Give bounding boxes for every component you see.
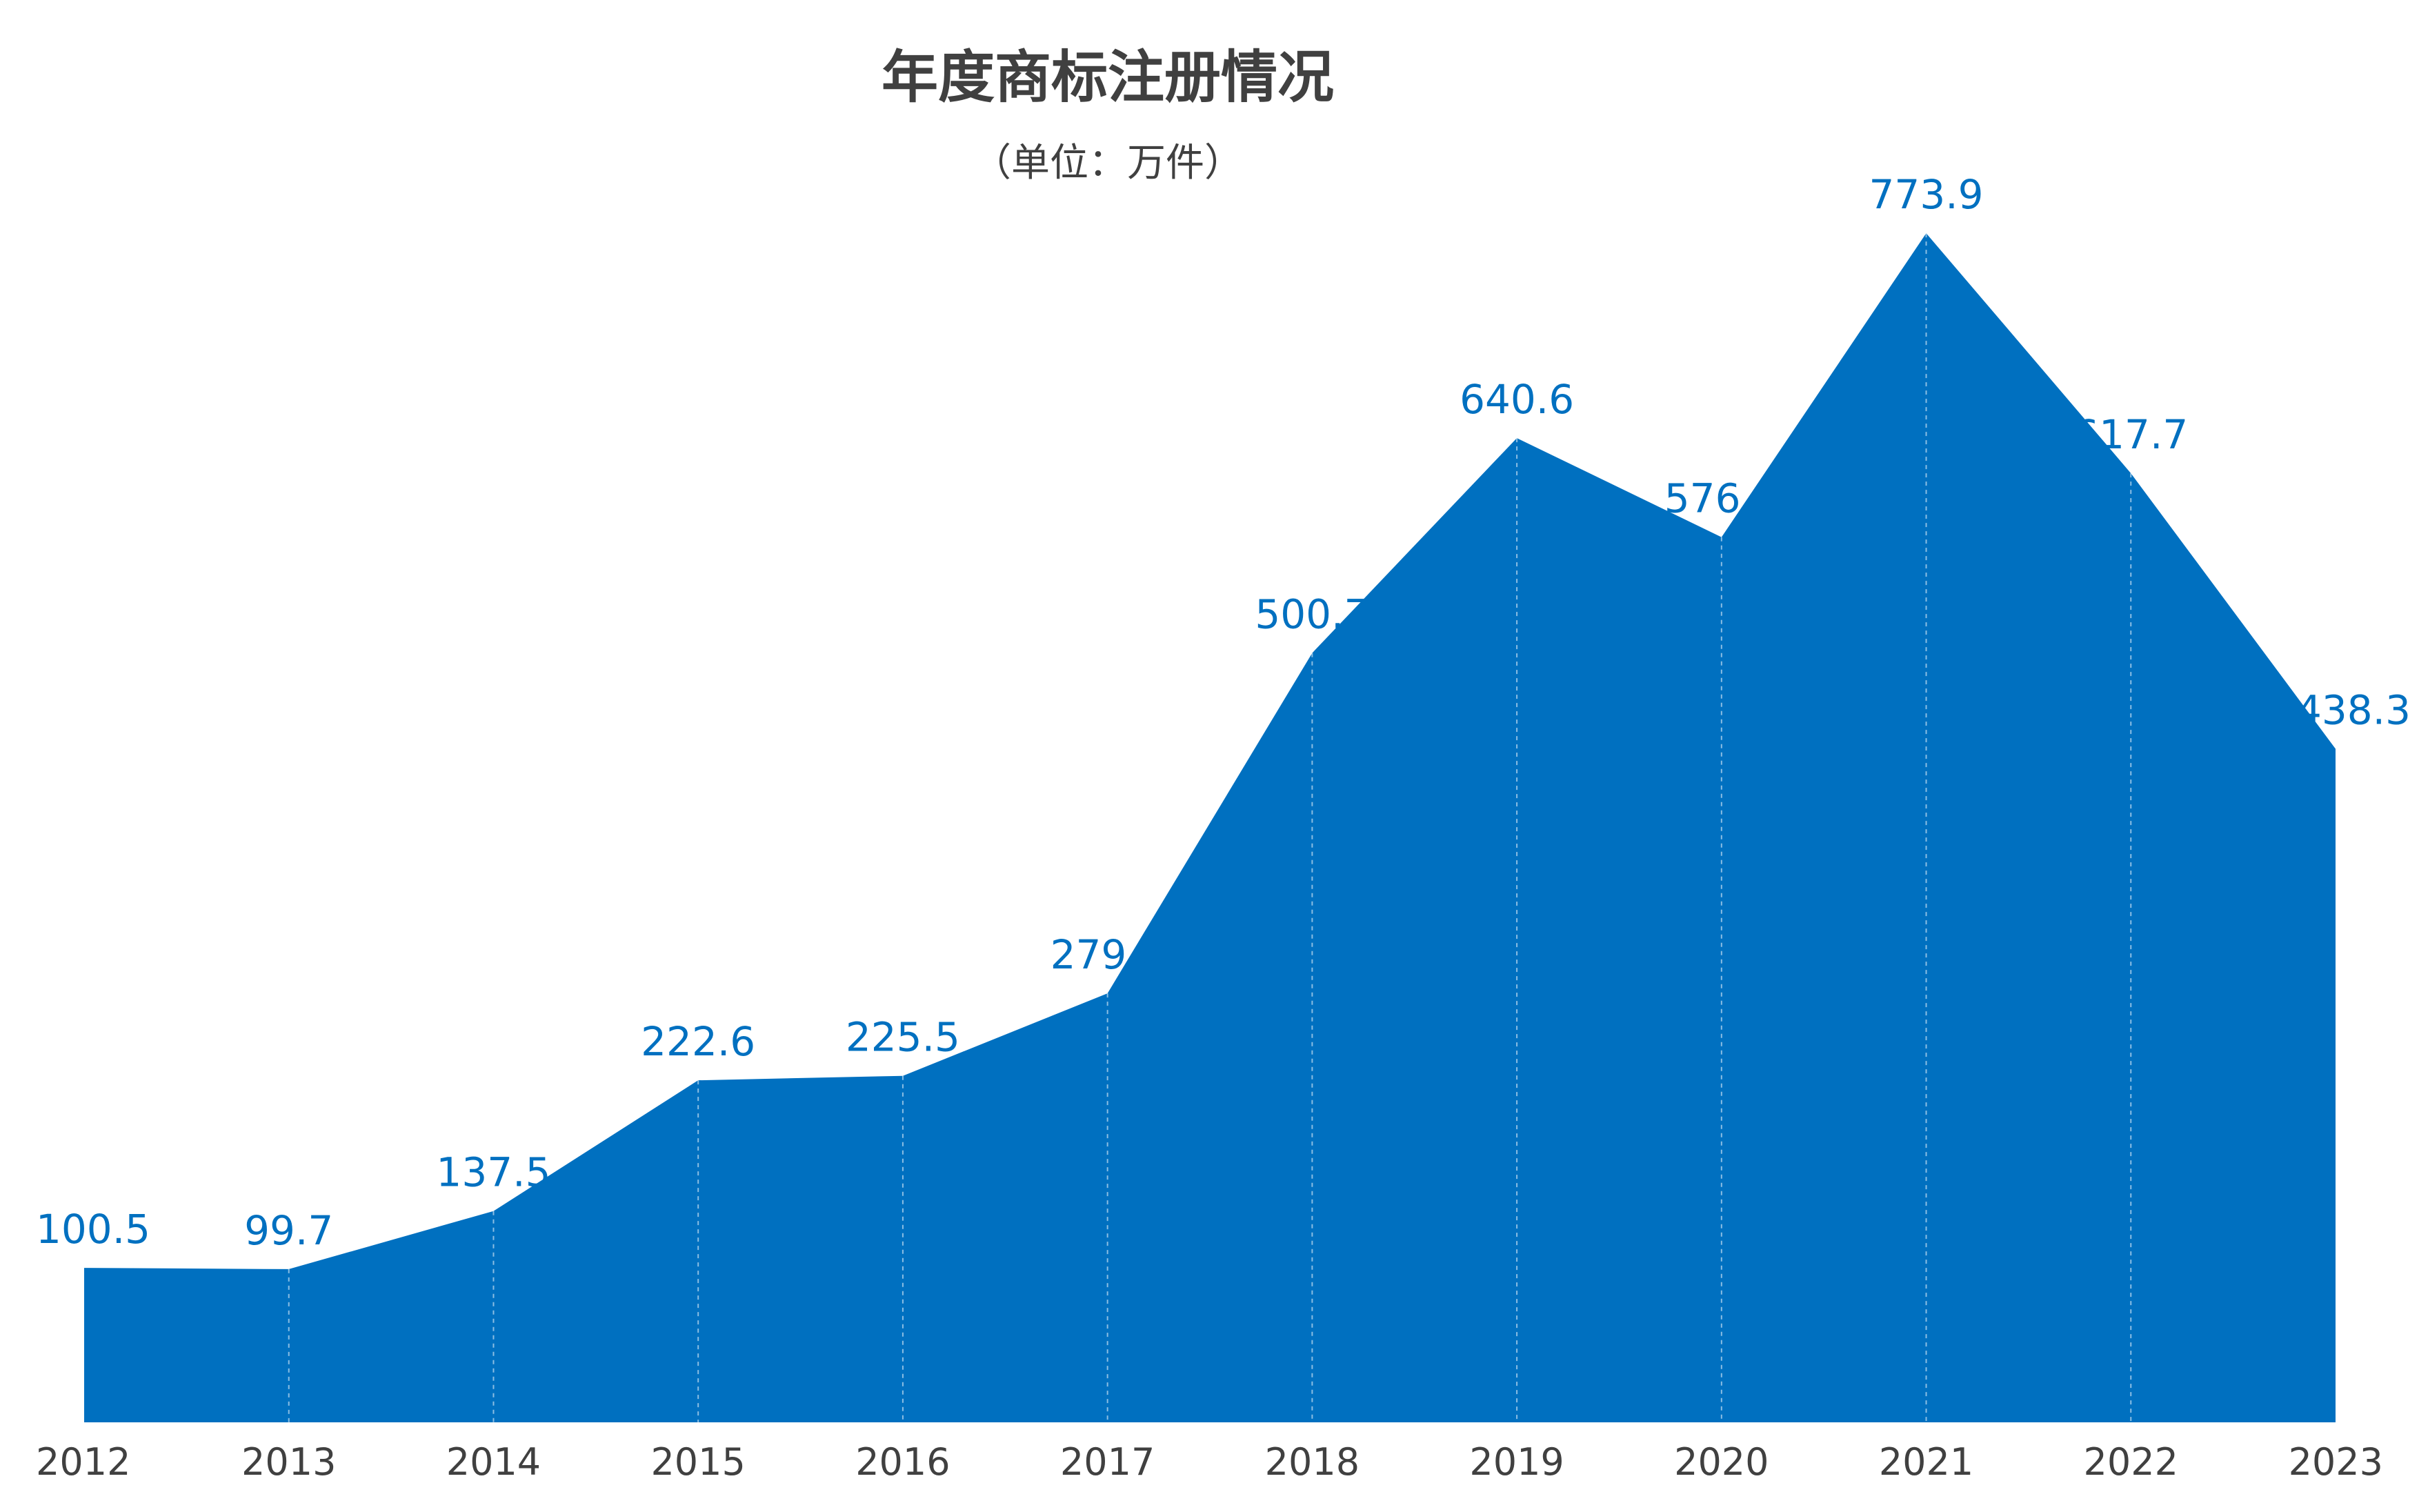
x-tick-2022: 2022	[2084, 1440, 2178, 1484]
x-tick-2021: 2021	[1879, 1440, 1973, 1484]
plot-area: 100.5 99.7 137.5 222.6 225.5 279.2 500.7 640.6 5…	[36, 171, 2411, 1484]
x-tick-2015: 2015	[650, 1440, 745, 1484]
data-label-2012: 100.5	[36, 1206, 150, 1253]
chart-subtitle: （单位：万件）	[973, 141, 1243, 186]
data-label-2020: 576.1	[1664, 475, 1779, 522]
data-label-2016: 225.5	[846, 1014, 960, 1061]
data-label-2021: 773.9	[1869, 171, 1984, 218]
x-tick-2014: 2014	[446, 1440, 541, 1484]
area-series	[84, 233, 2336, 1423]
x-tick-2017: 2017	[1060, 1440, 1155, 1484]
data-labels: 100.5 99.7 137.5 222.6 225.5 279.2 500.7 640.6 5…	[36, 171, 2411, 1254]
data-label-2022: 617.7	[2073, 411, 2188, 458]
chart-title: 年度商标注册情况	[882, 45, 1334, 110]
x-tick-2013: 2013	[241, 1440, 336, 1484]
data-label-2019: 640.6	[1460, 376, 1574, 423]
data-label-2023: 438.3	[2296, 687, 2411, 734]
x-tick-2012: 2012	[36, 1440, 130, 1484]
x-tick-2019: 2019	[1469, 1440, 1564, 1484]
x-tick-2023: 2023	[2289, 1440, 2383, 1484]
x-axis-ticks: 2012 2013 2014 2015 2016 2017 2018 2019 2020 2021…	[36, 1440, 2383, 1484]
data-label-2015: 222.6	[641, 1018, 755, 1065]
x-tick-2016: 2016	[855, 1440, 950, 1484]
x-tick-2020: 2020	[1674, 1440, 1769, 1484]
guide-lines	[288, 233, 2132, 1422]
data-label-2013: 99.7	[244, 1207, 333, 1254]
data-label-2018: 500.7	[1255, 591, 1369, 638]
data-label-2014: 137.5	[436, 1149, 550, 1196]
x-tick-2018: 2018	[1265, 1440, 1360, 1484]
data-label-2017: 279.2	[1051, 931, 1165, 978]
